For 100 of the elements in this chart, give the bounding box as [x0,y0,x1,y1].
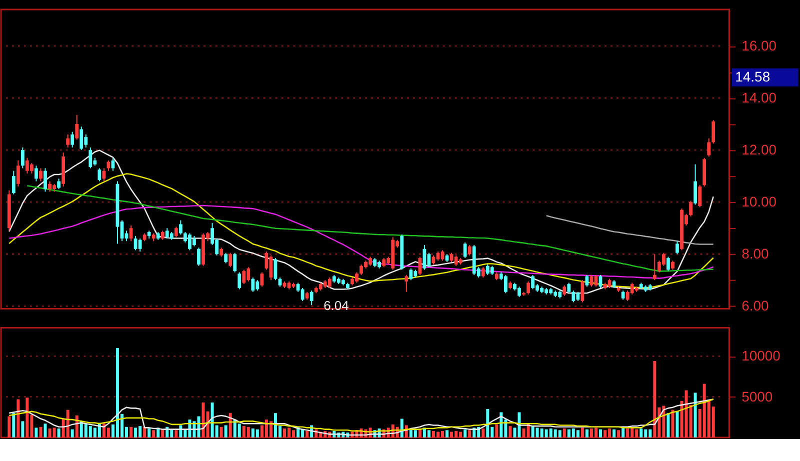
bar [427,430,430,438]
bar [148,428,151,438]
candlestick [594,274,598,288]
bar [676,411,679,438]
bar [604,430,607,438]
bar [464,429,467,438]
line-series [8,173,714,289]
bar [39,426,42,438]
candlestick [242,269,246,285]
bar [70,429,74,438]
candlestick [16,160,20,187]
candlestick [39,168,42,182]
y-tick-label: 16.00 [742,37,777,54]
candlestick [676,240,679,255]
bar [671,410,674,438]
line-series [8,150,714,294]
bar [174,430,178,438]
candlestick [34,165,38,182]
bar [134,428,138,438]
candlestick [468,244,472,256]
line-series [546,214,714,245]
candlestick [57,178,60,190]
candlestick [409,268,413,281]
bar [617,430,620,438]
bar [694,392,697,438]
candlestick [220,247,224,258]
candlestick [490,265,494,276]
bar [653,361,656,438]
candlestick [526,280,530,295]
candlestick [178,220,182,236]
candlestick [382,258,386,268]
y-tick-label: 5000 [742,388,773,404]
bar [414,430,417,438]
candlestick [80,126,84,151]
bar [8,416,11,438]
candlestick [224,252,228,264]
y-tick-label: 12.00 [742,142,777,158]
candlestick [698,184,702,208]
bar [482,428,485,438]
bar [495,424,498,438]
candlestick [567,282,571,294]
bar [486,409,490,438]
bar [558,430,562,438]
candlestick [251,277,255,292]
bar [21,421,24,438]
candlestick [102,168,106,182]
candlestick [174,226,178,238]
text: 14.58 [735,68,770,84]
bar [224,425,228,438]
bar [585,429,588,438]
candlestick [111,157,115,172]
candlestick [44,168,47,192]
bar [26,398,29,438]
bar [626,428,630,438]
bar [666,413,670,438]
bar [143,426,146,438]
candlestick [694,164,697,206]
candlestick [12,170,16,195]
bar [594,428,598,438]
candlestick [440,250,444,262]
bar [152,430,156,438]
bar [640,428,643,438]
candlestick [590,274,594,288]
bar [508,426,512,438]
candlestick [562,284,566,296]
bar [580,428,584,438]
bar [57,428,60,438]
bar [228,413,232,438]
candlestick [197,247,200,266]
bar [612,429,616,438]
bar [446,430,449,438]
candlestick [463,242,467,259]
bar [599,429,602,438]
candlestick [404,274,408,292]
bar [16,399,20,438]
candlestick [671,260,674,270]
candlestick [689,200,692,217]
candlestick [70,131,74,148]
bar [238,424,241,438]
y-tick-label: 14.00 [742,89,777,106]
candlestick [138,238,142,252]
y-tick-label: 8.00 [742,246,770,262]
bar [468,430,472,438]
candlestick [652,254,656,281]
bar [576,430,580,438]
y-tick-label: 10000 [742,348,781,364]
bar [246,426,250,438]
bar [161,429,164,438]
candlestick [300,287,304,302]
candlestick [572,290,576,303]
candlestick [98,168,102,182]
candlestick [228,252,232,268]
bar [52,428,56,438]
bar [106,428,110,438]
bar [306,430,309,438]
candlestick [233,252,237,273]
candlestick [666,256,670,272]
candlestick [160,230,164,240]
bar [220,426,223,438]
bar [269,421,272,438]
